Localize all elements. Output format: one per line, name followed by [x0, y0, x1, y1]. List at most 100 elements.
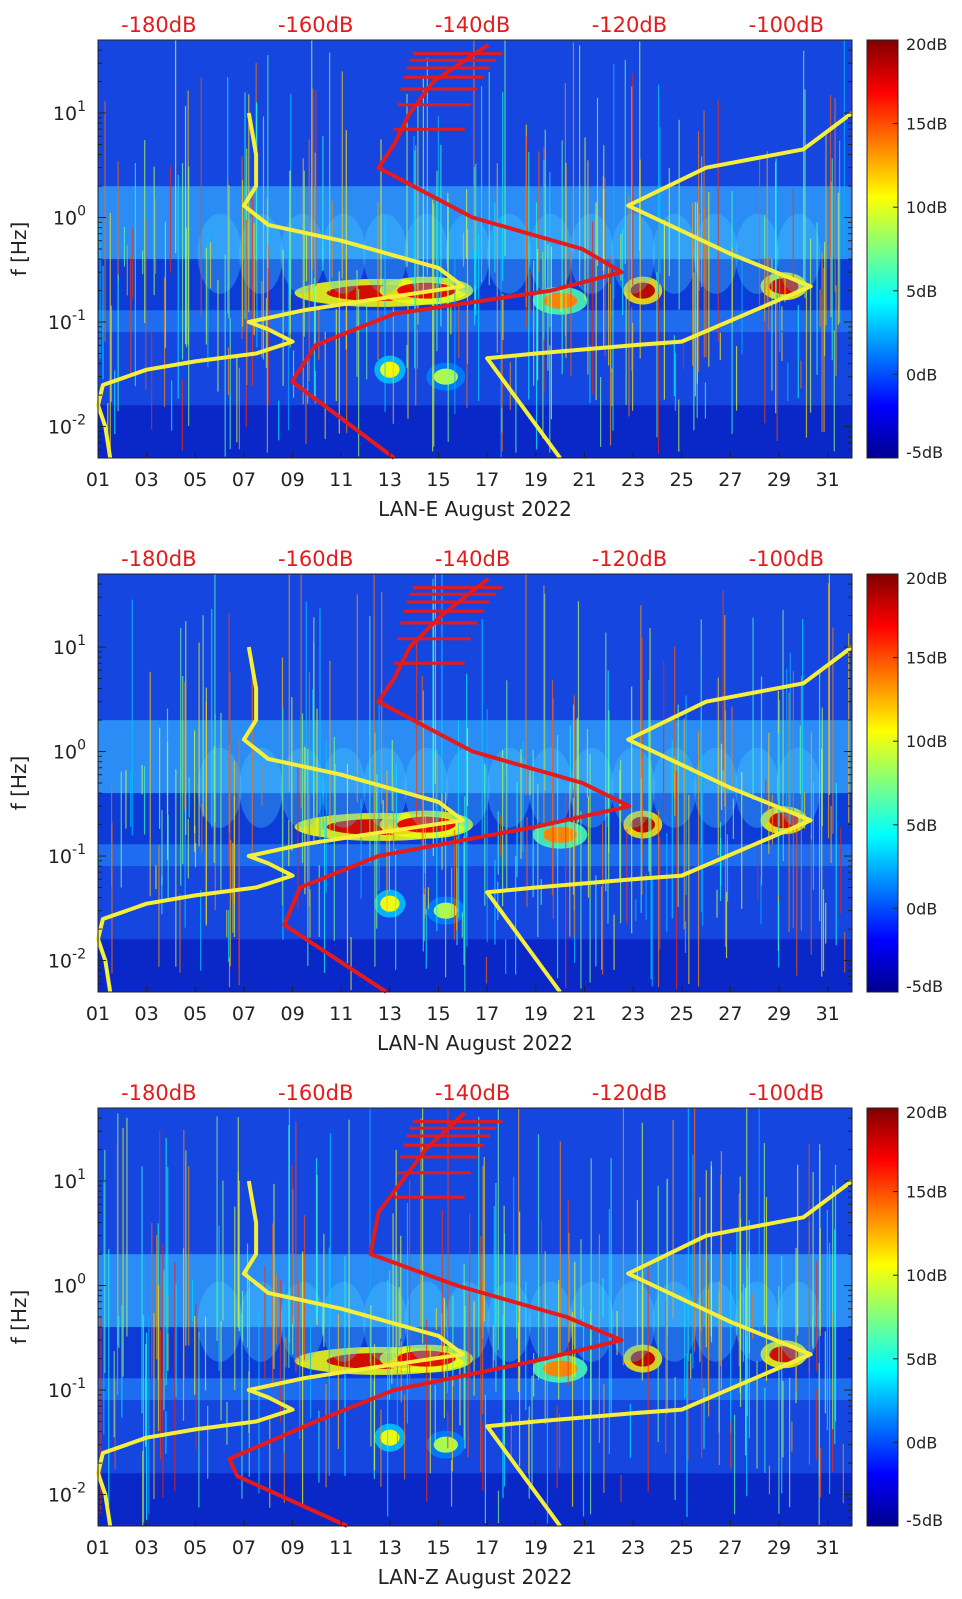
yellow-curve-left-lan-n	[96, 646, 465, 993]
x-tick-label: 15	[426, 1537, 450, 1559]
x-tick-label: 29	[767, 469, 791, 491]
db-scale-label: -120dB	[592, 547, 667, 571]
x-tick-label: 19	[524, 1537, 548, 1559]
x-tick-label: 13	[378, 1003, 402, 1025]
y-tick-label: 101	[53, 633, 86, 659]
y-tick-label: 10-2	[48, 1481, 86, 1507]
colorbar	[866, 573, 899, 993]
x-tick-label: 25	[670, 1003, 694, 1025]
x-tick-label: 09	[280, 1537, 304, 1559]
db-scale-label: -180dB	[121, 13, 196, 37]
x-tick-label: 13	[378, 1537, 402, 1559]
red-curve-psd-lan-n	[282, 577, 632, 994]
db-scale-label: -100dB	[749, 13, 824, 37]
x-tick-label: 15	[426, 1003, 450, 1025]
x-axis-label: LAN-E August 2022	[378, 497, 572, 521]
db-scale-label: -140dB	[435, 13, 510, 37]
x-tick-label: 17	[475, 469, 499, 491]
x-tick-label: 31	[816, 469, 840, 491]
x-tick-label: 31	[816, 1537, 840, 1559]
x-tick-label: 31	[816, 1003, 840, 1025]
x-tick-label: 03	[135, 1537, 159, 1559]
x-tick-label: 27	[718, 1003, 742, 1025]
x-tick-label: 23	[621, 1537, 645, 1559]
x-tick-label: 01	[86, 469, 110, 491]
spectrogram	[98, 574, 852, 992]
colorbar-tick-label: 5dB	[906, 1350, 937, 1369]
colorbar-tick-label: 10dB	[906, 1266, 948, 1285]
db-scale-label: -180dB	[121, 1081, 196, 1105]
x-tick-label: 07	[232, 1537, 256, 1559]
x-tick-label: 25	[670, 469, 694, 491]
x-tick-label: 29	[767, 1537, 791, 1559]
x-tick-label: 25	[670, 1537, 694, 1559]
colorbar-tick-label: 20dB	[906, 35, 948, 54]
colorbar-tick-label: 10dB	[906, 732, 948, 751]
db-scale-label: -100dB	[749, 547, 824, 571]
y-axis-label: f [Hz]	[7, 1290, 31, 1345]
x-tick-label: 05	[183, 1003, 207, 1025]
x-tick-label: 23	[621, 469, 645, 491]
y-tick-label: 100	[53, 204, 86, 230]
y-axis-label: f [Hz]	[7, 222, 31, 277]
panel-lan-n: 01 03 05 07 09 11 13 15 17 19 21 23 25 27 29 31 10-2 10-1…	[7, 547, 948, 1055]
x-tick-label: 27	[718, 1537, 742, 1559]
x-tick-label: 13	[378, 469, 402, 491]
colorbar-tick-label: 5dB	[906, 282, 937, 301]
colorbar-tick-label: 20dB	[906, 1103, 948, 1122]
spectrogram	[98, 1108, 852, 1526]
x-tick-label: 07	[232, 1003, 256, 1025]
colorbar-tick-label: 15dB	[906, 649, 948, 668]
x-tick-label: 29	[767, 1003, 791, 1025]
db-scale-label: -140dB	[435, 1081, 510, 1105]
spectrogram	[98, 40, 852, 458]
x-tick-label: 03	[135, 469, 159, 491]
x-tick-label: 19	[524, 469, 548, 491]
x-tick-label: 27	[718, 469, 742, 491]
x-tick-label: 21	[572, 469, 596, 491]
y-tick-label: 10-2	[48, 947, 86, 973]
y-tick-label: 101	[53, 99, 86, 125]
x-tick-label: 05	[183, 1537, 207, 1559]
colorbar-tick-label: -5dB	[906, 977, 943, 996]
db-scale-label: -120dB	[592, 1081, 667, 1105]
x-tick-label: 15	[426, 469, 450, 491]
y-tick-label: 10-1	[48, 308, 86, 334]
x-tick-label: 23	[621, 1003, 645, 1025]
x-tick-label: 01	[86, 1003, 110, 1025]
x-tick-label: 09	[280, 1003, 304, 1025]
panel-lan-e: 01 03 05 07 09 11 13 15 17 19 21 23 25 27 29 31 10-2 10-1…	[7, 13, 948, 521]
y-tick-label: 10-2	[48, 413, 86, 439]
x-tick-label: 21	[572, 1003, 596, 1025]
colorbar-tick-label: 0dB	[906, 899, 937, 918]
x-tick-label: 19	[524, 1003, 548, 1025]
colorbar-tick-label: 15dB	[906, 115, 948, 134]
db-scale-label: -140dB	[435, 547, 510, 571]
yellow-curve-right-lan-e	[485, 111, 854, 460]
x-tick-label: 05	[183, 469, 207, 491]
db-scale-label: -120dB	[592, 13, 667, 37]
colorbar-tick-label: 15dB	[906, 1183, 948, 1202]
x-tick-label: 17	[475, 1003, 499, 1025]
y-tick-label: 100	[53, 738, 86, 764]
colorbar	[866, 1107, 899, 1527]
yellow-curve-left-lan-e	[96, 112, 465, 459]
y-tick-label: 10-1	[48, 842, 86, 868]
db-scale-label: -180dB	[121, 547, 196, 571]
colorbar-tick-label: 10dB	[906, 198, 948, 217]
y-tick-label: 100	[53, 1272, 86, 1298]
x-axis-label: LAN-Z August 2022	[378, 1565, 573, 1589]
colorbar	[866, 39, 899, 459]
y-tick-label: 101	[53, 1167, 86, 1193]
x-tick-label: 11	[329, 1537, 353, 1559]
colorbar-tick-label: 0dB	[906, 1433, 937, 1452]
db-scale-label: -160dB	[278, 547, 353, 571]
yellow-curve-left-lan-z	[96, 1180, 465, 1527]
colorbar-tick-label: 20dB	[906, 569, 948, 588]
x-tick-label: 09	[280, 469, 304, 491]
x-tick-label: 17	[475, 1537, 499, 1559]
red-curve-psd-lan-z	[227, 1111, 624, 1528]
y-axis-label: f [Hz]	[7, 756, 31, 811]
yellow-curve-right-lan-z	[485, 1179, 854, 1528]
db-scale-label: -100dB	[749, 1081, 824, 1105]
